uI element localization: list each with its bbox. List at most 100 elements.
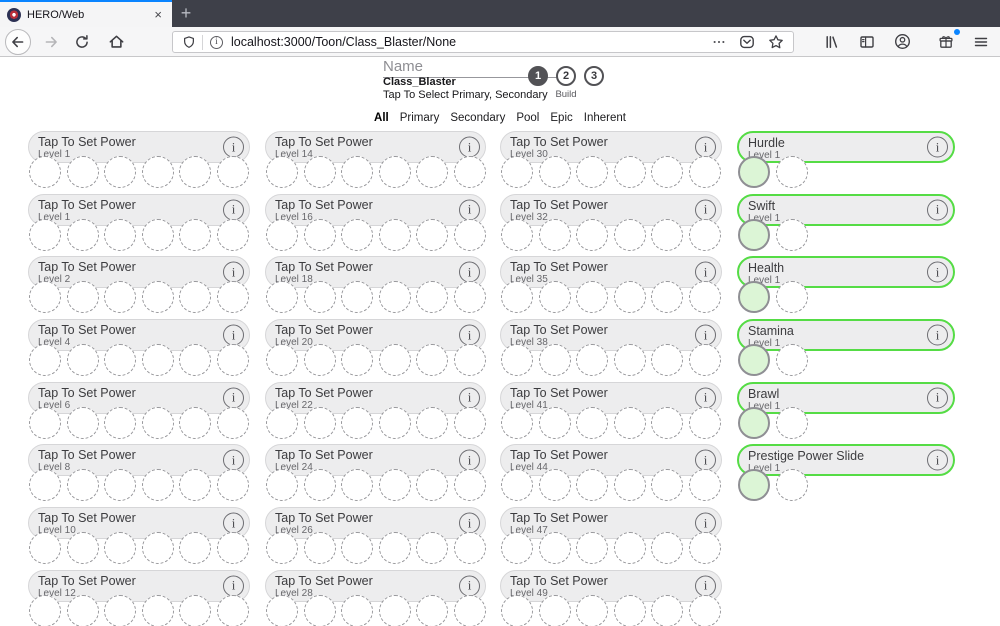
enhancement-slot-empty[interactable] [538, 594, 571, 626]
filter-tab-inherent[interactable]: Inherent [583, 112, 626, 124]
enhancement-slot-empty[interactable] [179, 344, 211, 377]
enhancement-slot-empty[interactable] [651, 344, 683, 377]
enhancement-slot-empty[interactable] [688, 281, 721, 314]
enhancement-slot-empty[interactable] [66, 594, 99, 626]
enhancement-slot-empty[interactable] [453, 406, 486, 439]
enhancement-slot-empty[interactable] [104, 469, 136, 502]
enhancement-slot-empty[interactable] [104, 532, 136, 565]
enhancement-slot-empty[interactable] [538, 156, 571, 188]
power-pill[interactable]: Tap To Set Power Level 10 i [28, 507, 250, 540]
enhancement-slot-empty[interactable] [104, 218, 136, 251]
power-pill[interactable]: Tap To Set Power Level 4 i [28, 319, 250, 352]
power-pill[interactable]: Tap To Set Power Level 22 i [265, 381, 486, 414]
enhancement-slot-empty[interactable] [179, 594, 211, 626]
power-pill[interactable]: Tap To Set Power Level 14 i [265, 131, 486, 163]
enhancement-slot-empty[interactable] [538, 406, 571, 439]
enhancement-slot-empty[interactable] [341, 532, 373, 565]
enhancement-slot-empty[interactable] [341, 406, 373, 439]
power-pill[interactable]: Tap To Set Power Level 2 i [28, 256, 250, 289]
enhancement-slot-empty[interactable] [651, 281, 683, 314]
enhancement-slot-empty[interactable] [303, 344, 336, 377]
enhancement-slot-empty[interactable] [453, 532, 486, 565]
step[interactable]: 1 [528, 66, 548, 100]
enhancement-slot-empty[interactable] [775, 469, 808, 502]
browser-tab[interactable]: HERO/Web × [0, 0, 172, 27]
enhancement-slot-empty[interactable] [378, 406, 411, 439]
enhancement-slot-empty[interactable] [266, 218, 298, 251]
power-pill[interactable]: Swift Level 1 i [737, 193, 955, 226]
enhancement-slot-empty[interactable] [341, 594, 373, 626]
enhancement-slot-empty[interactable] [501, 532, 533, 565]
enhancement-slot-empty[interactable] [266, 406, 298, 439]
info-icon[interactable]: i [927, 449, 948, 471]
enhancement-slot-filled[interactable] [738, 156, 770, 188]
power-pill[interactable]: Tap To Set Power Level 12 i [28, 569, 250, 602]
enhancement-slot-empty[interactable] [501, 281, 533, 314]
enhancement-slot-empty[interactable] [416, 469, 448, 502]
info-icon[interactable]: i [223, 136, 244, 158]
enhancement-slot-empty[interactable] [688, 594, 721, 626]
whats-new-button[interactable] [935, 28, 960, 53]
info-icon[interactable]: i [695, 512, 716, 534]
enhancement-slot-empty[interactable] [378, 218, 411, 251]
page-actions-icon[interactable] [712, 35, 726, 49]
enhancement-slot-empty[interactable] [416, 344, 448, 377]
info-icon[interactable]: i [927, 387, 948, 409]
enhancement-slot-empty[interactable] [501, 594, 533, 626]
enhancement-slot-empty[interactable] [66, 469, 99, 502]
enhancement-slot-empty[interactable] [141, 281, 174, 314]
enhancement-slot-empty[interactable] [179, 406, 211, 439]
enhancement-slot-empty[interactable] [416, 594, 448, 626]
power-pill[interactable]: Tap To Set Power Level 1 i [28, 131, 250, 163]
enhancement-slot-empty[interactable] [29, 218, 61, 251]
enhancement-slot-empty[interactable] [576, 344, 608, 377]
enhancement-slot-empty[interactable] [216, 281, 249, 314]
forward-button[interactable] [40, 31, 62, 53]
enhancement-slot-empty[interactable] [341, 344, 373, 377]
enhancement-slot-empty[interactable] [576, 218, 608, 251]
enhancement-slot-empty[interactable] [29, 344, 61, 377]
power-pill[interactable]: Tap To Set Power Level 26 i [265, 507, 486, 540]
power-pill[interactable]: Tap To Set Power Level 6 i [28, 381, 250, 414]
new-tab-button[interactable]: + [180, 3, 192, 23]
power-pill[interactable]: Tap To Set Power Level 30 i [500, 131, 722, 163]
url-bar[interactable]: i localhost:3000/Toon/Class_Blaster/None [172, 31, 794, 53]
enhancement-slot-empty[interactable] [538, 344, 571, 377]
power-pill[interactable]: Tap To Set Power Level 47 i [500, 507, 722, 540]
enhancement-slot-empty[interactable] [29, 281, 61, 314]
back-button[interactable] [5, 28, 31, 55]
info-icon[interactable]: i [459, 261, 480, 283]
enhancement-slot-empty[interactable] [775, 281, 808, 314]
enhancement-slot-empty[interactable] [303, 469, 336, 502]
info-icon[interactable]: i [695, 136, 716, 158]
info-icon[interactable]: i [459, 199, 480, 221]
power-pill[interactable]: Stamina Level 1 i [737, 319, 955, 352]
info-icon[interactable]: i [459, 449, 480, 471]
enhancement-slot-empty[interactable] [29, 406, 61, 439]
enhancement-slot-empty[interactable] [453, 469, 486, 502]
enhancement-slot-empty[interactable] [651, 406, 683, 439]
info-icon[interactable]: i [695, 387, 716, 409]
enhancement-slot-empty[interactable] [651, 469, 683, 502]
enhancement-slot-empty[interactable] [266, 469, 298, 502]
info-icon[interactable]: i [927, 199, 948, 221]
power-pill[interactable]: Tap To Set Power Level 1 i [28, 193, 250, 226]
enhancement-slot-empty[interactable] [179, 469, 211, 502]
info-icon[interactable]: i [459, 136, 480, 158]
info-icon[interactable]: i [695, 199, 716, 221]
enhancement-slot-empty[interactable] [453, 281, 486, 314]
filter-tab-all[interactable]: All [374, 112, 389, 124]
filter-tab-primary[interactable]: Primary [399, 112, 440, 124]
power-pill[interactable]: Tap To Set Power Level 32 i [500, 193, 722, 226]
enhancement-slot-empty[interactable] [651, 218, 683, 251]
enhancement-slot-empty[interactable] [613, 406, 646, 439]
info-icon[interactable]: i [223, 387, 244, 409]
enhancement-slot-empty[interactable] [179, 156, 211, 188]
enhancement-slot-empty[interactable] [141, 218, 174, 251]
enhancement-slot-filled[interactable] [738, 281, 770, 314]
enhancement-slot-filled[interactable] [738, 469, 770, 502]
enhancement-slot-empty[interactable] [179, 532, 211, 565]
enhancement-slot-empty[interactable] [104, 406, 136, 439]
info-icon[interactable]: i [459, 575, 480, 597]
pocket-icon[interactable] [739, 34, 755, 50]
